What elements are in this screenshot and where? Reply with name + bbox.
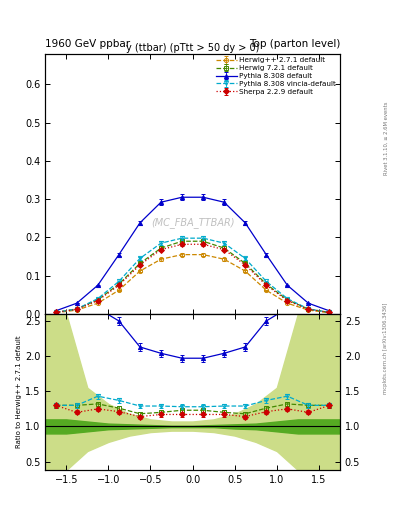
Y-axis label: Ratio to Herwig++ 2.7.1 default: Ratio to Herwig++ 2.7.1 default	[16, 336, 22, 449]
Legend: Herwig++ 2.7.1 default, Herwig 7.2.1 default, Pythia 8.308 default, Pythia 8.308: Herwig++ 2.7.1 default, Herwig 7.2.1 def…	[215, 56, 338, 96]
Text: mcplots.cern.ch [arXiv:1306.3436]: mcplots.cern.ch [arXiv:1306.3436]	[384, 303, 388, 394]
Text: 1960 GeV ppbar: 1960 GeV ppbar	[45, 38, 130, 49]
Text: (MC_FBA_TTBAR): (MC_FBA_TTBAR)	[151, 218, 234, 228]
Title: y (ttbar) (pTtt > 50 dy > 0): y (ttbar) (pTtt > 50 dy > 0)	[126, 43, 259, 53]
Text: Rivet 3.1.10, ≥ 2.6M events: Rivet 3.1.10, ≥ 2.6M events	[384, 101, 388, 175]
Text: Top (parton level): Top (parton level)	[248, 38, 340, 49]
